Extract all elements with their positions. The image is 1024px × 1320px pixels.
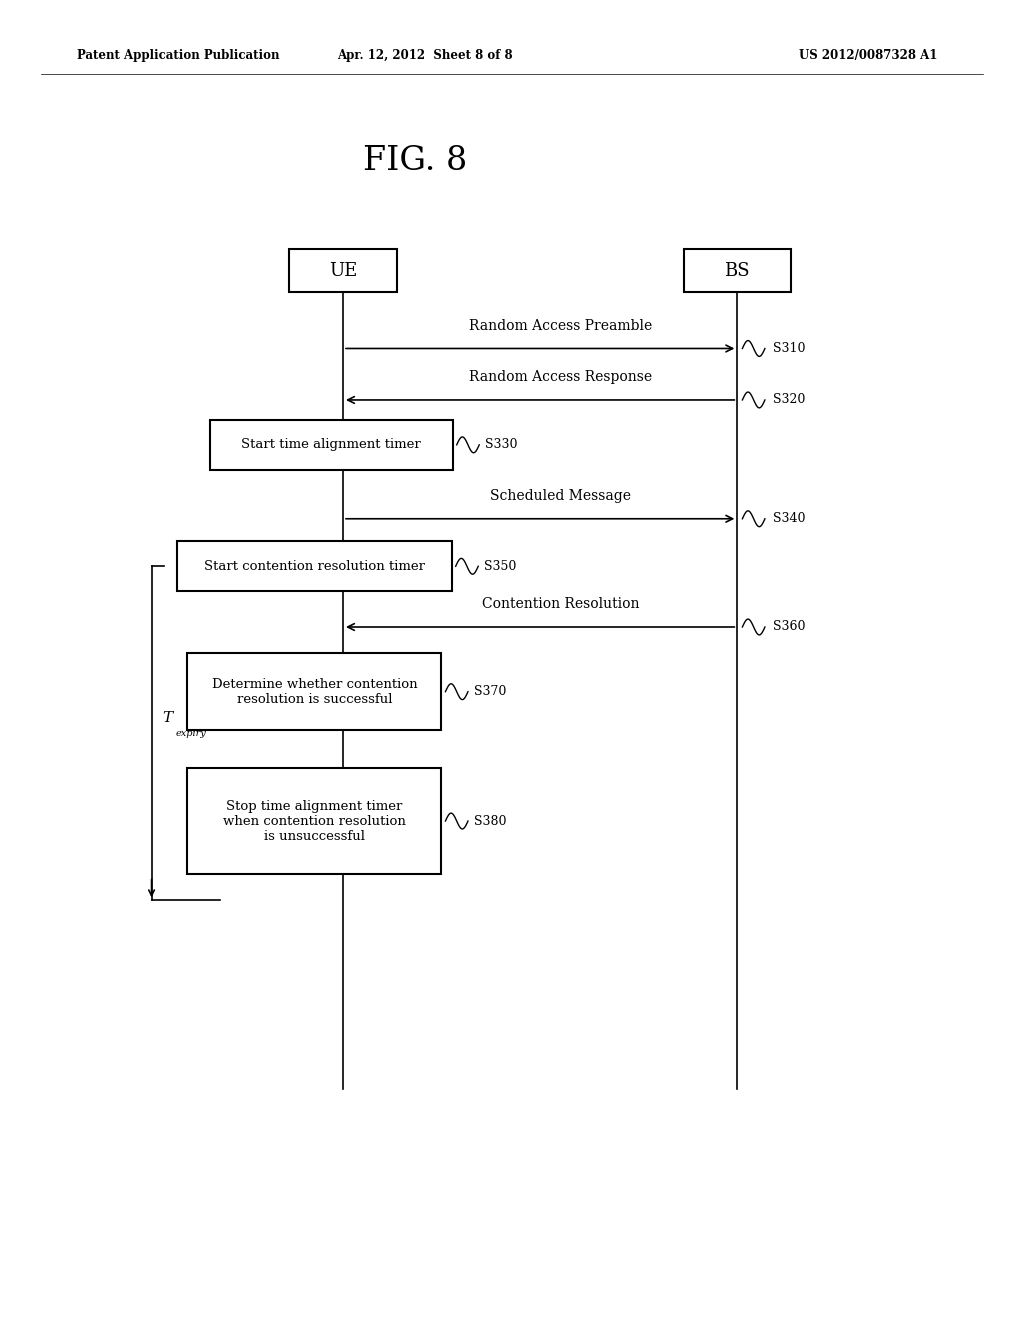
Bar	[187, 768, 441, 874]
Text: S370: S370	[474, 685, 507, 698]
Text: S310: S310	[773, 342, 806, 355]
Text: Start time alignment timer: Start time alignment timer	[242, 438, 421, 451]
Bar	[187, 653, 441, 730]
Text: Patent Application Publication: Patent Application Publication	[77, 49, 280, 62]
Text: S340: S340	[773, 512, 806, 525]
Text: S330: S330	[485, 438, 518, 451]
Text: US 2012/0087328 A1: US 2012/0087328 A1	[799, 49, 937, 62]
Text: BS: BS	[724, 261, 751, 280]
Text: T: T	[162, 711, 172, 726]
Text: Apr. 12, 2012  Sheet 8 of 8: Apr. 12, 2012 Sheet 8 of 8	[337, 49, 513, 62]
Text: FIG. 8: FIG. 8	[362, 145, 467, 177]
Bar	[210, 420, 453, 470]
Text: Contention Resolution: Contention Resolution	[482, 597, 639, 611]
Text: S350: S350	[484, 560, 517, 573]
Text: Scheduled Message: Scheduled Message	[490, 488, 631, 503]
Text: Determine whether contention
resolution is successful: Determine whether contention resolution …	[212, 677, 417, 706]
Text: Start contention resolution timer: Start contention resolution timer	[204, 560, 425, 573]
Text: S320: S320	[773, 393, 806, 407]
Text: S360: S360	[773, 620, 806, 634]
Bar	[290, 249, 397, 292]
Text: expiry: expiry	[175, 729, 206, 738]
Text: Stop time alignment timer
when contention resolution
is unsuccessful: Stop time alignment timer when contentio…	[223, 800, 406, 842]
Bar	[177, 541, 452, 591]
Text: S380: S380	[474, 814, 507, 828]
Text: Random Access Response: Random Access Response	[469, 370, 652, 384]
Text: UE: UE	[329, 261, 357, 280]
Bar	[684, 249, 791, 292]
Text: Random Access Preamble: Random Access Preamble	[469, 318, 652, 333]
